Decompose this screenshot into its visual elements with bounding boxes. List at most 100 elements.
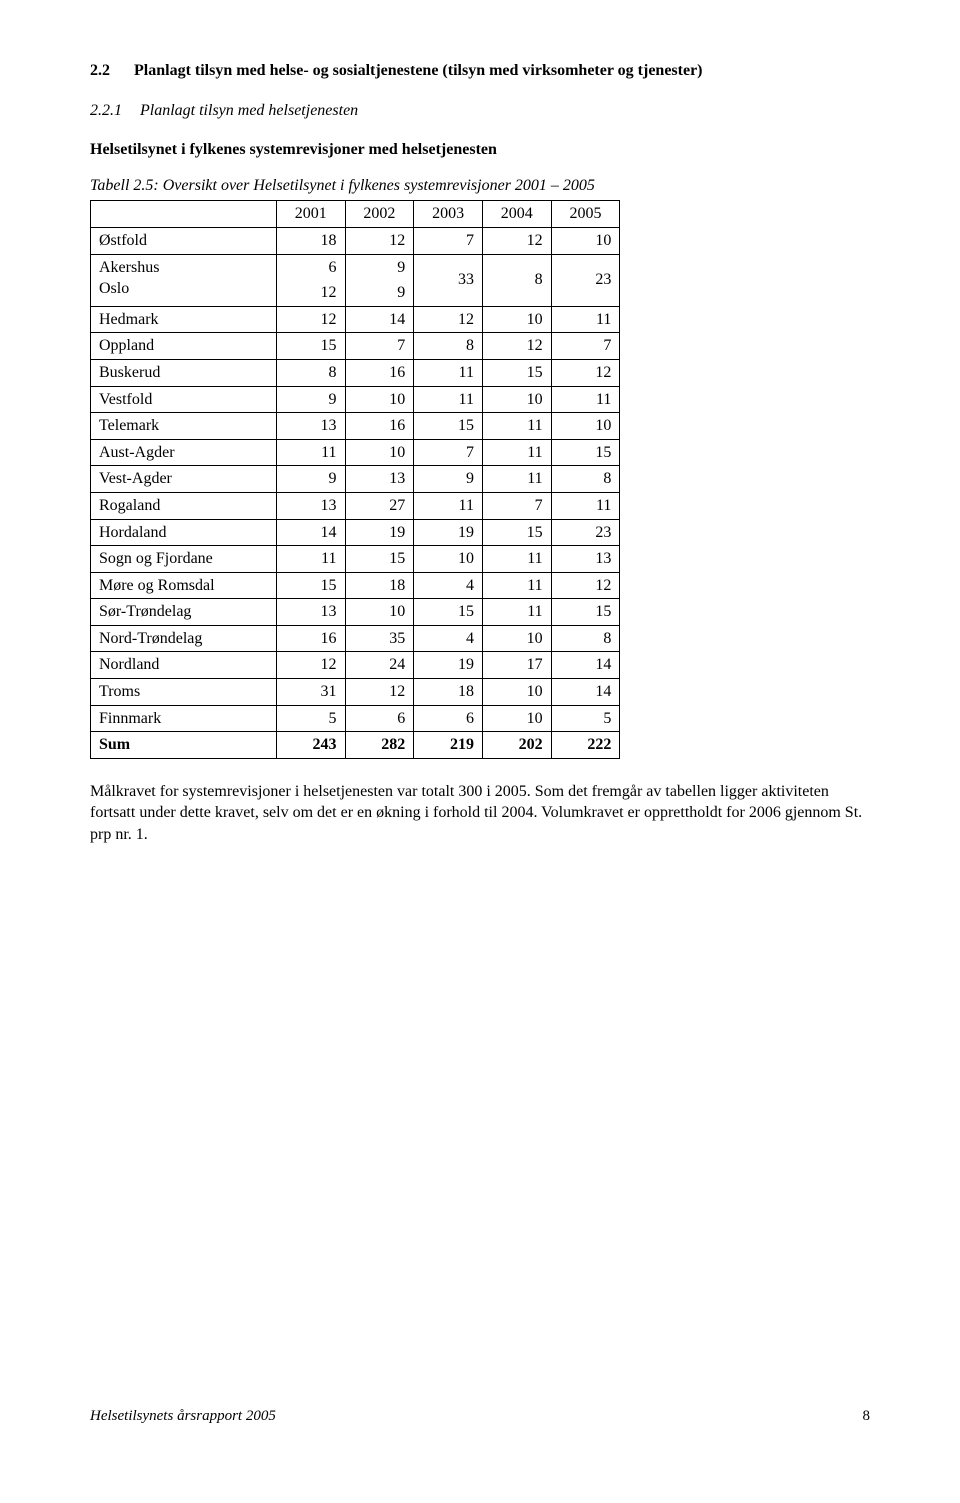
row-value: 15 bbox=[276, 572, 345, 599]
row-value: 11 bbox=[276, 546, 345, 573]
row-value: 19 bbox=[414, 519, 483, 546]
row-value: 23 bbox=[551, 254, 620, 306]
row-value: 6 bbox=[345, 705, 414, 732]
table-row: Nordland1224191714 bbox=[91, 652, 620, 679]
row-value: 219 bbox=[414, 732, 483, 759]
row-value: 5 bbox=[551, 705, 620, 732]
row-value: 11 bbox=[551, 306, 620, 333]
row-value: 12 bbox=[276, 652, 345, 679]
row-value: 11 bbox=[414, 386, 483, 413]
row-value: 11 bbox=[482, 572, 551, 599]
table-header: 2003 bbox=[414, 201, 483, 228]
row-value: 15 bbox=[414, 599, 483, 626]
body-paragraph: Målkravet for systemrevisjoner i helsetj… bbox=[90, 781, 870, 846]
row-value: 7 bbox=[482, 492, 551, 519]
row-label: Nord-Trøndelag bbox=[91, 625, 277, 652]
row-value: 10 bbox=[345, 386, 414, 413]
section-title: Planlagt tilsyn med helse- og sosialtjen… bbox=[134, 62, 703, 79]
row-value: 12 bbox=[482, 333, 551, 360]
row-value: 10 bbox=[345, 599, 414, 626]
row-label: Hordaland bbox=[91, 519, 277, 546]
footer-left: Helsetilsynets årsrapport 2005 bbox=[90, 1406, 276, 1426]
row-value: 14 bbox=[551, 652, 620, 679]
row-value: 13 bbox=[551, 546, 620, 573]
table-row: Troms3112181014 bbox=[91, 679, 620, 706]
section-heading: 2.2 Planlagt tilsyn med helse- og sosial… bbox=[90, 60, 870, 82]
row-value: 9 bbox=[345, 254, 414, 280]
subsection-number: 2.2.1 bbox=[90, 100, 136, 122]
row-value: 10 bbox=[482, 625, 551, 652]
row-value: 18 bbox=[276, 227, 345, 254]
row-value: 4 bbox=[414, 572, 483, 599]
row-label: Vestfold bbox=[91, 386, 277, 413]
table-row: Møre og Romsdal151841112 bbox=[91, 572, 620, 599]
row-value: 4 bbox=[414, 625, 483, 652]
table-header-row: 2001 2002 2003 2004 2005 bbox=[91, 201, 620, 228]
row-value: 243 bbox=[276, 732, 345, 759]
subheading: Helsetilsynet i fylkenes systemrevisjone… bbox=[90, 139, 870, 161]
row-value: 9 bbox=[345, 280, 414, 306]
row-value: 24 bbox=[345, 652, 414, 679]
table-header: 2001 bbox=[276, 201, 345, 228]
row-value: 12 bbox=[276, 306, 345, 333]
row-value: 10 bbox=[482, 306, 551, 333]
row-value: 10 bbox=[482, 679, 551, 706]
table-row: Nord-Trøndelag16354108 bbox=[91, 625, 620, 652]
row-value: 13 bbox=[276, 413, 345, 440]
row-value: 10 bbox=[482, 705, 551, 732]
row-value: 14 bbox=[345, 306, 414, 333]
row-value: 8 bbox=[551, 625, 620, 652]
row-value: 15 bbox=[276, 333, 345, 360]
row-value: 15 bbox=[482, 519, 551, 546]
row-value: 11 bbox=[482, 546, 551, 573]
table-row: Rogaland132711711 bbox=[91, 492, 620, 519]
row-value: 15 bbox=[345, 546, 414, 573]
row-label: Hedmark bbox=[91, 306, 277, 333]
row-value: 10 bbox=[482, 386, 551, 413]
row-label: Rogaland bbox=[91, 492, 277, 519]
footer-page: 8 bbox=[863, 1406, 871, 1426]
row-value: 13 bbox=[276, 599, 345, 626]
data-table: 2001 2002 2003 2004 2005 Østfold18127121… bbox=[90, 200, 620, 758]
row-label: Sør-Trøndelag bbox=[91, 599, 277, 626]
row-value: 6 bbox=[414, 705, 483, 732]
row-value: 31 bbox=[276, 679, 345, 706]
row-value: 17 bbox=[482, 652, 551, 679]
section-number: 2.2 bbox=[90, 60, 130, 82]
row-value: 15 bbox=[414, 413, 483, 440]
row-value: 14 bbox=[276, 519, 345, 546]
subsection-heading: 2.2.1 Planlagt tilsyn med helsetjenesten bbox=[90, 100, 870, 122]
row-label: Finnmark bbox=[91, 705, 277, 732]
row-value: 33 bbox=[414, 254, 483, 306]
row-value: 11 bbox=[482, 599, 551, 626]
row-value: 6 bbox=[276, 254, 345, 280]
row-value: 18 bbox=[414, 679, 483, 706]
table-header-empty bbox=[91, 201, 277, 228]
subsection-title: Planlagt tilsyn med helsetjenesten bbox=[140, 102, 358, 119]
row-label: Østfold bbox=[91, 227, 277, 254]
row-value: 12 bbox=[551, 572, 620, 599]
table-row: Hordaland1419191523 bbox=[91, 519, 620, 546]
row-value: 11 bbox=[551, 386, 620, 413]
table-row: Buskerud816111512 bbox=[91, 359, 620, 386]
row-label: Møre og Romsdal bbox=[91, 572, 277, 599]
row-label: Nordland bbox=[91, 652, 277, 679]
table-row: Vestfold910111011 bbox=[91, 386, 620, 413]
row-value: 35 bbox=[345, 625, 414, 652]
table-header: 2004 bbox=[482, 201, 551, 228]
row-value: 8 bbox=[551, 466, 620, 493]
row-value: 9 bbox=[414, 466, 483, 493]
row-value: 8 bbox=[414, 333, 483, 360]
row-value: 23 bbox=[551, 519, 620, 546]
row-label: Vest-Agder bbox=[91, 466, 277, 493]
table-row: Vest-Agder9139118 bbox=[91, 466, 620, 493]
row-value: 8 bbox=[482, 254, 551, 306]
row-value: 222 bbox=[551, 732, 620, 759]
row-value: 12 bbox=[482, 227, 551, 254]
row-label: Telemark bbox=[91, 413, 277, 440]
row-value: 7 bbox=[551, 333, 620, 360]
row-value: 13 bbox=[276, 492, 345, 519]
row-value: 16 bbox=[345, 359, 414, 386]
row-value: 11 bbox=[482, 413, 551, 440]
row-label: Aust-Agder bbox=[91, 439, 277, 466]
